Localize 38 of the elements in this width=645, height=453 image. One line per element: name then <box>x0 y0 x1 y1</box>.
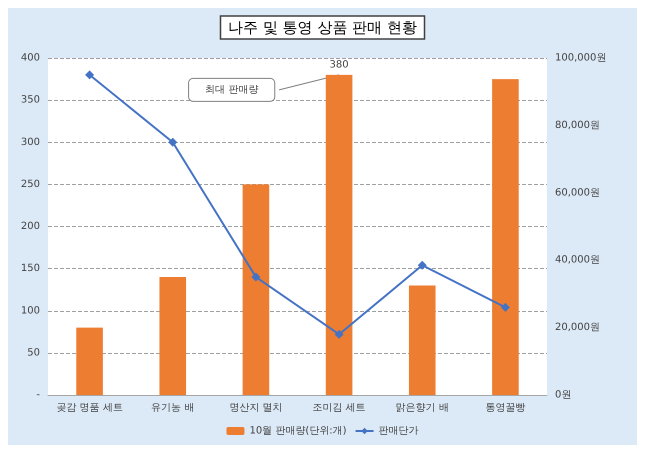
y-tick-label: 400 <box>20 52 40 64</box>
x-tick-label: 곶감 명품 세트 <box>56 402 123 414</box>
point <box>334 330 344 339</box>
bar <box>326 74 352 395</box>
bar <box>76 328 103 395</box>
y-tick-label: 50 <box>27 347 40 358</box>
y-tick-label: 350 <box>20 94 40 106</box>
annotation: 최대 판매량 <box>205 84 258 96</box>
y-tick-label: - <box>36 390 40 400</box>
point <box>251 272 260 282</box>
y2-tick-label: 100,000원 <box>555 52 606 64</box>
y-tick-label: 100 <box>20 305 40 316</box>
y-tick-label: 200 <box>20 221 40 232</box>
y2-tick-label: 40,000원 <box>555 254 600 266</box>
bar <box>242 184 270 395</box>
y-tick-label: 150 <box>20 263 40 274</box>
x-tick-label: 조미김 세트 <box>312 402 366 414</box>
bar <box>492 79 519 395</box>
chart-title: 나주 및 통영 상품 판매 현황 <box>228 18 417 36</box>
y-tick-label: 250 <box>20 178 40 190</box>
x-tick-label: 통영꿀빵 <box>485 402 526 414</box>
y2-tick-label: 0원 <box>555 390 572 400</box>
data-label: 380 <box>330 59 349 70</box>
legend-label: 10월 판매량(단위:개) <box>249 426 347 436</box>
x-tick-label: 맑은향기 배 <box>396 402 449 414</box>
y2-tick-label: 20,000원 <box>555 322 600 334</box>
point <box>168 138 178 147</box>
point <box>500 302 510 312</box>
point <box>85 70 94 80</box>
x-tick-label: 유기농 배 <box>151 402 194 414</box>
x-tick-label: 명산지 멸치 <box>229 402 283 414</box>
bar <box>408 285 436 395</box>
legend-label: 판매단가 <box>378 426 419 436</box>
bar <box>159 277 186 395</box>
y-tick-label: 300 <box>20 136 40 148</box>
y2-tick-label: 80,000원 <box>555 120 600 131</box>
point <box>418 260 427 270</box>
y2-tick-label: 60,000원 <box>555 187 600 198</box>
